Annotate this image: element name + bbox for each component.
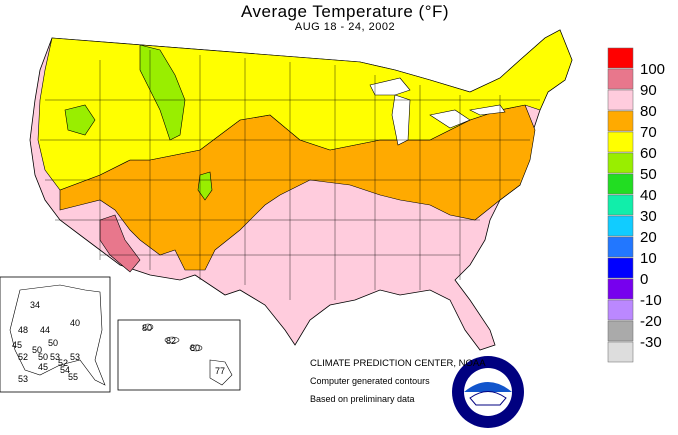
state-lines (40, 50, 540, 300)
credit-center: CLIMATE PREDICTION CENTER, NOAA (310, 358, 486, 369)
region-50-60 (64, 104, 96, 136)
alaska-station-value: 44 (40, 325, 51, 335)
region-50-60 (139, 44, 186, 141)
legend-swatch (607, 236, 634, 258)
hawaii-station-value: 82 (166, 336, 177, 346)
legend-label: 10 (640, 250, 657, 267)
alaska-inset-frame (0, 276, 111, 393)
legend-label: -30 (640, 334, 662, 351)
legend-swatch (607, 68, 634, 90)
legend-swatch (607, 320, 634, 342)
hawaii-station-value: 80 (142, 323, 153, 333)
region-50-60 (197, 171, 213, 201)
legend-label: 30 (640, 208, 657, 225)
legend-label: 0 (640, 271, 649, 288)
alaska-station-value: 53 (18, 374, 29, 384)
credit-contours: Computer generated contours (310, 376, 430, 386)
credit-data: Based on preliminary data (310, 394, 415, 404)
hawaii-station-value: 80 (190, 343, 201, 353)
noaa-logo (452, 356, 524, 428)
legend-swatch (607, 215, 634, 237)
legend-label: -10 (640, 292, 662, 309)
legend-swatch (607, 173, 634, 195)
hawaii-station-value: 77 (215, 366, 226, 376)
alaska-station-value: 40 (70, 318, 81, 328)
legend-swatch (607, 299, 634, 321)
legend-label: 80 (640, 103, 657, 120)
legend-swatch (607, 194, 634, 216)
legend-label: 40 (640, 187, 657, 204)
alaska-outline (9, 284, 106, 386)
legend-color-scale (607, 47, 634, 363)
legend-swatch (607, 110, 634, 132)
alaska-station-value: 45 (12, 340, 23, 350)
legend-swatch (607, 152, 634, 174)
alaska-station-value: 54 (60, 365, 71, 375)
legend-label: 20 (640, 229, 657, 246)
alaska-station-value: 34 (30, 300, 41, 310)
legend-swatch (607, 47, 634, 69)
region-90-100 (99, 214, 141, 273)
legend-label: 50 (640, 166, 657, 183)
hawaii-islands (142, 323, 233, 386)
legend-label: -20 (640, 313, 662, 330)
alaska-station-value: 50 (32, 345, 43, 355)
legend-swatch (607, 131, 634, 153)
legend-label: 70 (640, 124, 657, 141)
alaska-station-value: 52 (18, 352, 29, 362)
legend-swatch (607, 341, 634, 363)
alaska-station-value: 52 (58, 358, 69, 368)
legend-swatch (607, 89, 634, 111)
legend-label: 100 (640, 61, 666, 78)
alaska-station-value: 53 (70, 352, 81, 362)
legend-swatch (607, 278, 634, 300)
alaska-station-value: 45 (38, 362, 49, 372)
alaska-station-value: 50 (38, 352, 49, 362)
map-title: Average Temperature (°F) (240, 2, 450, 21)
legend-swatch (607, 257, 634, 279)
date-range: AUG 18 - 24, 2002 (294, 21, 396, 33)
great-lakes (369, 77, 506, 146)
alaska-station-value: 55 (68, 372, 79, 382)
alaska-station-value: 53 (50, 352, 61, 362)
legend-label: 60 (640, 145, 657, 162)
alaska-station-value: 50 (48, 338, 59, 348)
alaska-station-value: 48 (18, 325, 29, 335)
legend-label: 90 (640, 82, 657, 99)
